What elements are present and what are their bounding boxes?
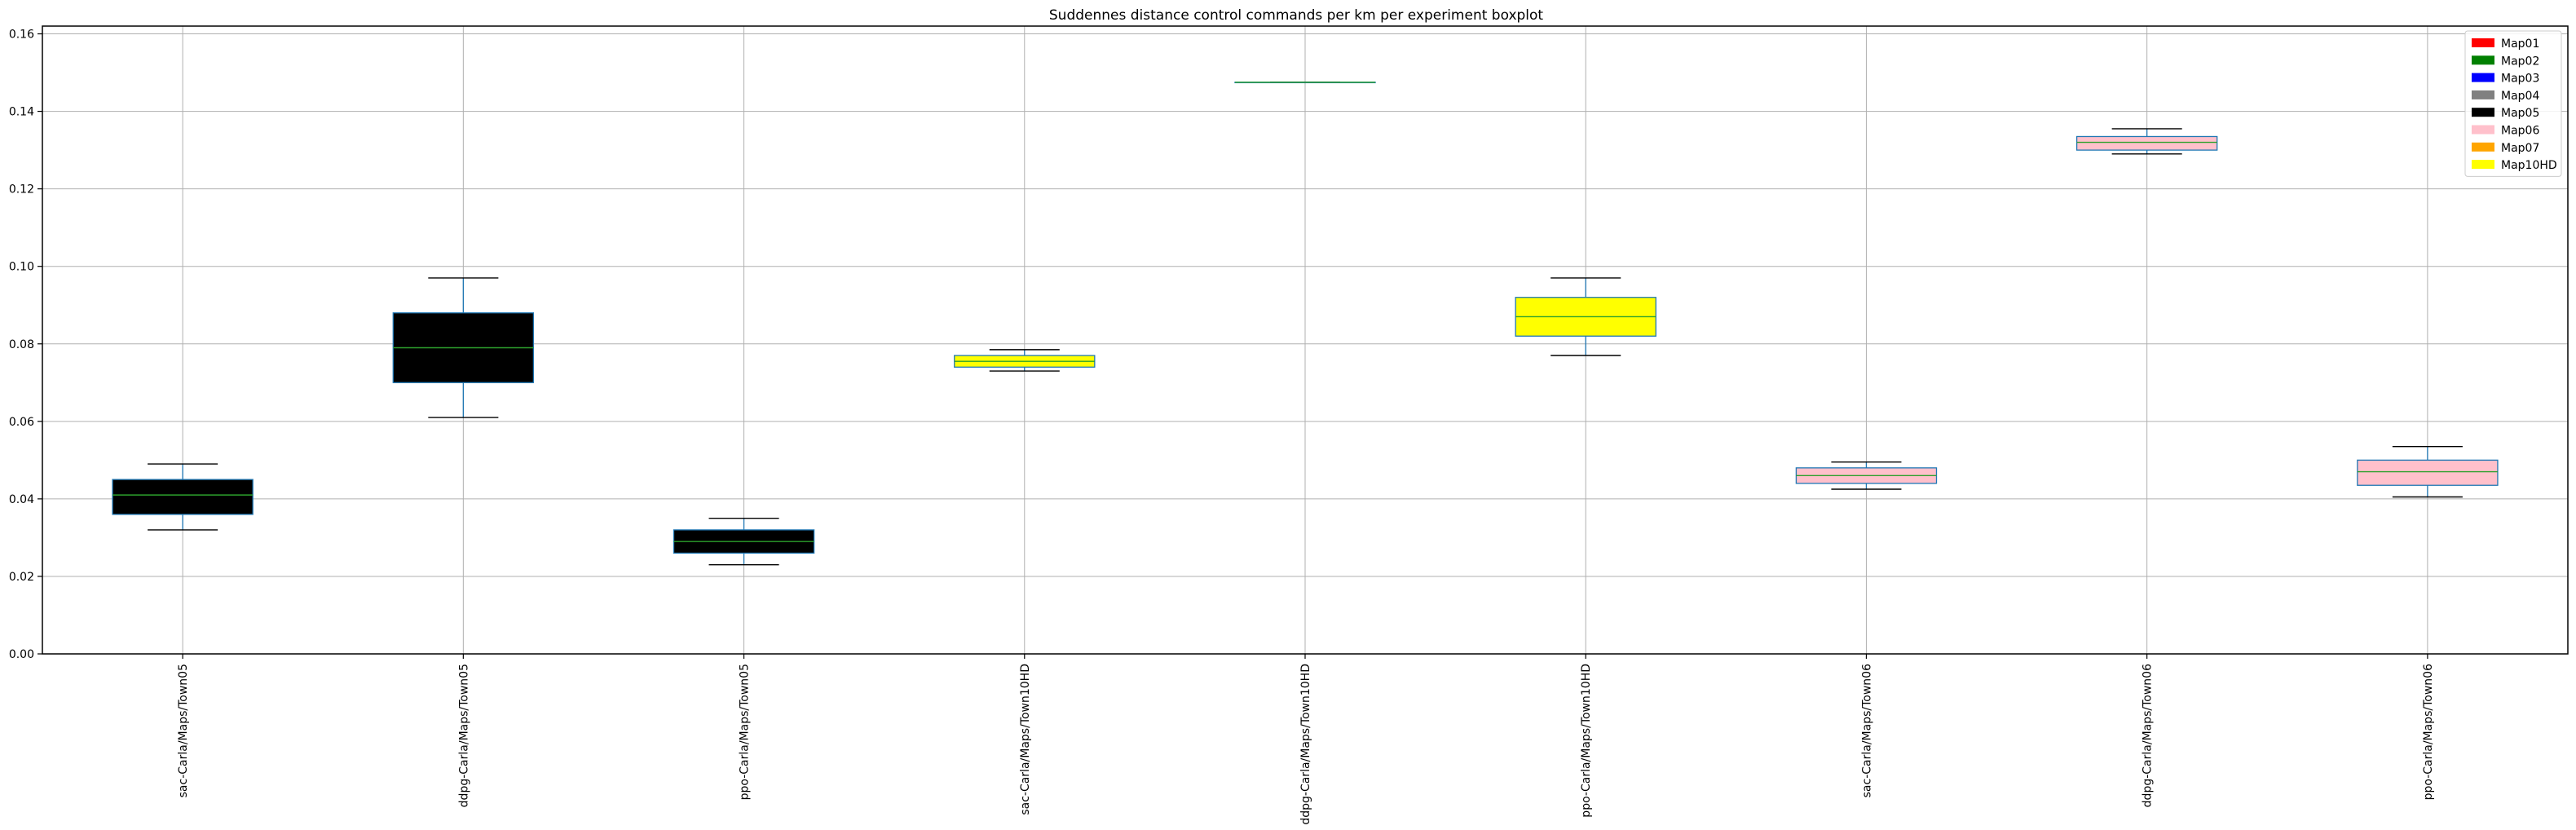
chart-title: Suddennes distance control commands per … [1049, 7, 1544, 24]
grid-lines [42, 26, 2568, 655]
legend-swatch [2472, 160, 2494, 170]
x-tick-label: ppo-Carla/Maps/Town05 [739, 664, 752, 800]
x-tick-label: sac-Carla/Maps/Town06 [1860, 664, 1873, 797]
y-tick-label: 0.00 [9, 648, 34, 661]
legend: Map01 Map02 Map03 Map04 Map05 Map06 Map07 Map10… [2464, 30, 2562, 177]
boxes [112, 82, 2499, 566]
box-ddpg-Carla/Maps/Town05 [392, 277, 535, 418]
x-tick-label: ddpg-Carla/Maps/Town06 [2142, 664, 2155, 807]
legend-entry: Map01 [2501, 38, 2539, 51]
box-ddpg-Carla/Maps/Town06 [2075, 128, 2218, 155]
legend-swatch [2472, 142, 2494, 152]
box-ppo-Carla/Maps/Town06 [2357, 446, 2499, 498]
y-tick-label: 0.02 [9, 571, 34, 584]
box-sac-Carla/Maps/Town05 [112, 463, 254, 531]
x-tick-label: ppo-Carla/Maps/Town06 [2422, 664, 2435, 800]
legend-entry: Map06 [2501, 125, 2539, 138]
legend-entry: Map03 [2501, 73, 2539, 86]
legend-swatch [2472, 108, 2494, 117]
legend-frame [2464, 30, 2562, 177]
axes: 0.00 0.02 0.04 0.06 0.08 0.10 0.12 0.14 0.16 sac-… [9, 25, 2569, 825]
legend-entry: Map02 [2501, 55, 2539, 68]
x-tick-label: sac-Carla/Maps/Town10HD [1019, 664, 1032, 815]
legend-entry: Map10HD [2501, 159, 2557, 172]
box-body [112, 479, 254, 515]
y-tick-label: 0.10 [9, 261, 34, 274]
box-sac-Carla/Maps/Town10HD [954, 349, 1096, 372]
y-tick-label: 0.14 [9, 106, 34, 119]
legend-entry: Map05 [2501, 107, 2539, 120]
legend-swatch [2472, 38, 2494, 47]
legend-swatch [2472, 90, 2494, 99]
x-tick-label: ddpg-Carla/Maps/Town05 [457, 664, 470, 807]
legend-swatch [2472, 73, 2494, 82]
y-tick-label: 0.12 [9, 183, 34, 196]
box-ppo-Carla/Maps/Town05 [673, 517, 815, 566]
legend-entry: Map07 [2501, 142, 2539, 155]
x-tick-label: sac-Carla/Maps/Town05 [177, 664, 190, 797]
y-tick-label: 0.06 [9, 416, 34, 429]
y-tick-label: 0.08 [9, 338, 34, 351]
x-tick-label: ddpg-Carla/Maps/Town10HD [1299, 664, 1312, 825]
box-body [2075, 135, 2218, 151]
x-tick-label: ppo-Carla/Maps/Town10HD [1580, 664, 1593, 818]
box-body [2357, 459, 2499, 486]
box-ppo-Carla/Maps/Town10HD [1515, 277, 1656, 356]
y-tick-label: 0.04 [9, 493, 34, 506]
legend-swatch [2472, 125, 2494, 135]
y-tick-label: 0.16 [9, 29, 34, 42]
legend-swatch [2472, 55, 2494, 65]
legend-entry: Map04 [2501, 90, 2539, 103]
box-ddpg-Carla/Maps/Town10HD [1234, 82, 1376, 84]
box-sac-Carla/Maps/Town06 [1795, 461, 1938, 490]
